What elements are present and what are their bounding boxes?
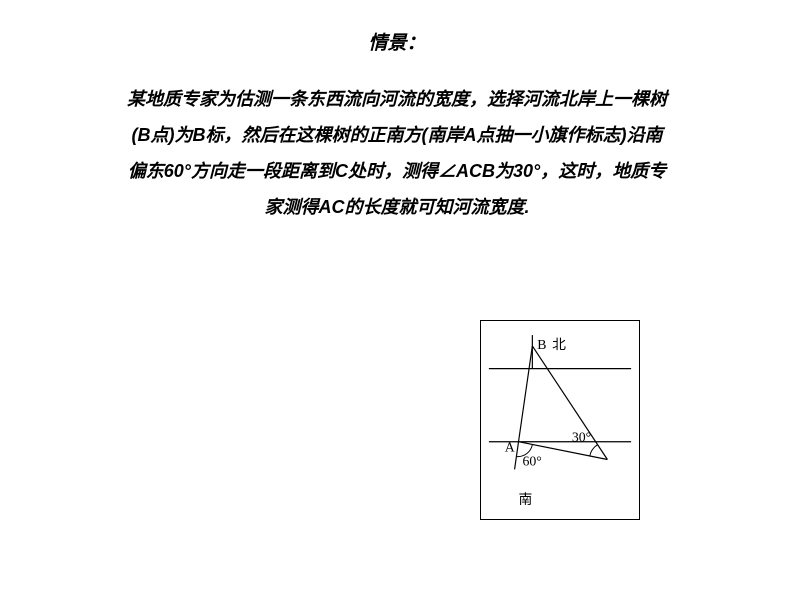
label-A: A (505, 440, 515, 455)
paragraph-line-4: 家测得AC的长度就可知河流宽度. (50, 189, 744, 225)
label-angle-30: 30° (572, 430, 591, 445)
angle-arc-30 (590, 445, 598, 457)
scenario-title: 情景： (0, 0, 794, 55)
paragraph-line-3: 偏东60°方向走一段距离到C处时，测得∠ACB为30°，这时，地质专 (50, 153, 744, 189)
label-angle-60: 60° (522, 453, 541, 468)
paragraph-line-2: (B点)为B标，然后在这棵树的正南方(南岸A点抽一小旗作标志)沿南 (50, 117, 744, 153)
label-south: 南 (519, 492, 533, 507)
diagram-svg: B 北 A 30° 60° 南 (481, 321, 639, 519)
line-BC (532, 346, 607, 460)
problem-paragraph: 某地质专家为估测一条东西流向河流的宽度，选择河流北岸上一棵树 (B点)为B标，然… (0, 55, 794, 225)
geometry-diagram: B 北 A 30° 60° 南 (480, 320, 640, 520)
label-north: 北 (552, 337, 566, 352)
line-A-south (515, 442, 519, 470)
paragraph-line-1: 某地质专家为估测一条东西流向河流的宽度，选择河流北岸上一棵树 (50, 81, 744, 117)
label-B: B (537, 337, 546, 352)
line-BA (519, 346, 533, 442)
